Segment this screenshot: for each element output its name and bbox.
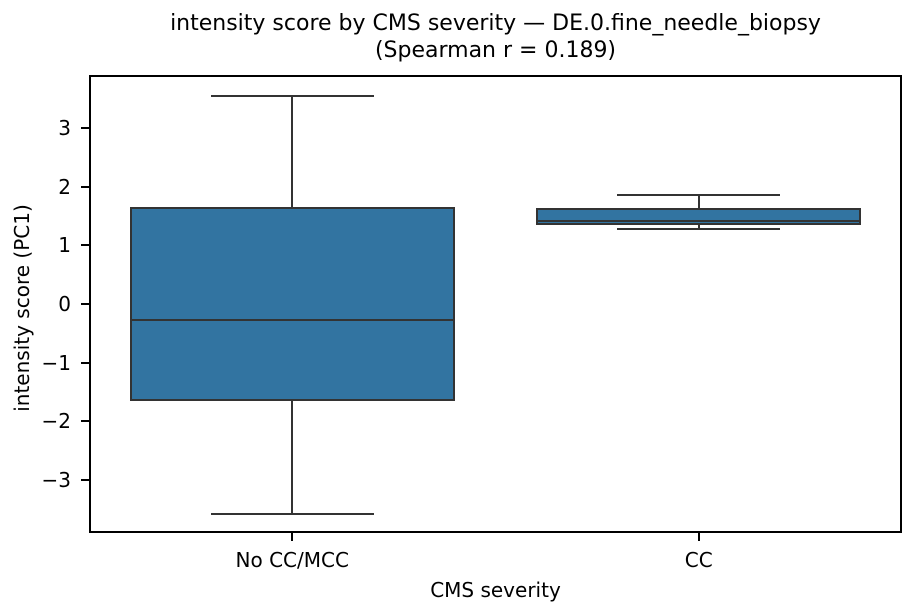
x-axis-label: CMS severity xyxy=(430,578,561,602)
y-tick-label: −3 xyxy=(41,468,71,493)
y-tick-label: −1 xyxy=(41,350,71,375)
y-tick-label: −2 xyxy=(41,409,71,434)
y-tick-mark xyxy=(81,303,89,305)
x-tick-label: CC xyxy=(684,548,713,572)
y-tick-label: 1 xyxy=(58,233,71,258)
x-tick-mark xyxy=(697,533,700,541)
whisker-cap-top xyxy=(617,194,781,197)
box xyxy=(536,207,862,226)
whisker-cap-bottom xyxy=(617,227,781,230)
whisker-cap-top xyxy=(210,95,374,98)
y-tick-mark xyxy=(81,361,89,364)
median-line xyxy=(129,319,455,322)
chart-title-line2: (Spearman r = 0.189) xyxy=(374,38,617,63)
x-tick-label: No CC/MCC xyxy=(235,548,349,572)
chart-title-line1: intensity score by CMS severity — DE.0.f… xyxy=(170,11,821,36)
x-tick-mark xyxy=(291,533,294,541)
whisker-cap-bottom xyxy=(210,513,374,516)
y-tick-mark xyxy=(81,244,89,247)
y-tick-mark xyxy=(81,185,89,188)
y-tick-mark xyxy=(81,420,89,423)
box xyxy=(129,206,455,402)
y-tick-mark xyxy=(81,126,89,129)
y-tick-label: 0 xyxy=(58,292,71,316)
chart-title: intensity score by CMS severity — DE.0.f… xyxy=(89,10,902,64)
median-line xyxy=(536,219,862,222)
y-tick-label: 3 xyxy=(58,115,71,140)
y-tick-mark xyxy=(81,479,89,482)
y-tick-label: 2 xyxy=(58,174,71,199)
